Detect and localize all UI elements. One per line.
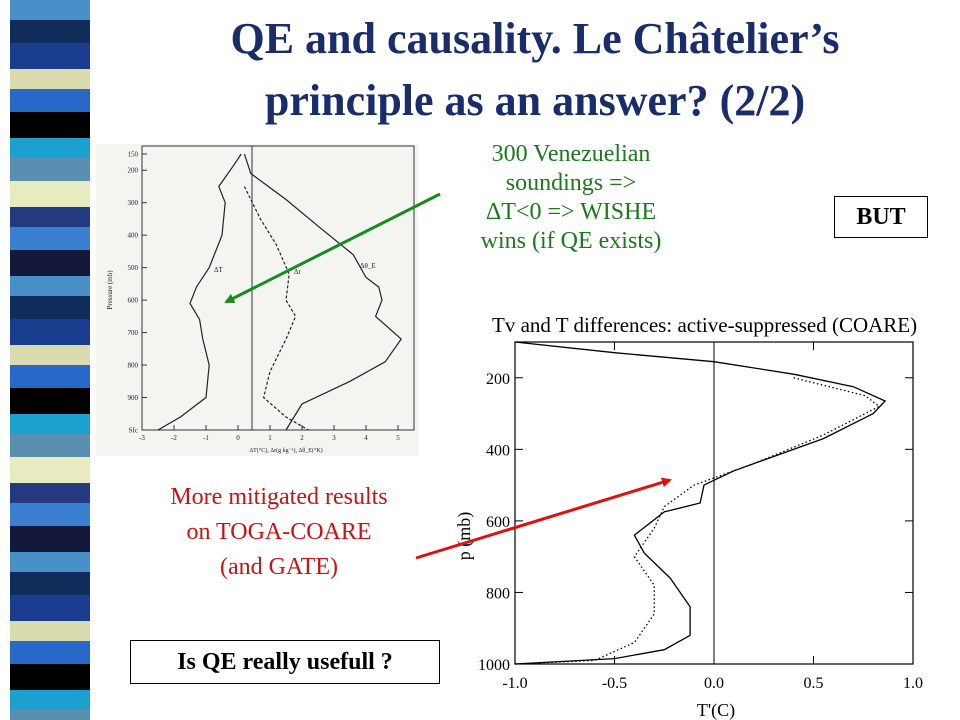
chart1-ytick-label: 300: [128, 199, 139, 207]
series-label-dr: Δr: [294, 268, 302, 276]
chart1-xtick-label: -2: [171, 434, 177, 442]
stripe-block: [10, 690, 90, 710]
stripe-block: [10, 388, 90, 414]
chart1-ytick-label: 900: [128, 394, 139, 402]
stripe-block: [10, 112, 90, 138]
stripe-block: [10, 43, 90, 69]
chart2-title: Tv and T differences: active-suppressed …: [492, 313, 917, 337]
chart1-series-line: [157, 153, 242, 431]
venezuela-note-line: 300 Venezuelian: [491, 141, 651, 167]
venezuela-note-line: ΔT<0 => WISHE: [485, 199, 657, 225]
stripe-block: [10, 641, 90, 664]
chart2-ylabel: p (mb): [454, 512, 475, 561]
coare-chart: Tv and T differences: active-suppressed …: [454, 313, 923, 720]
chart1-ytick-label: 400: [128, 232, 139, 240]
chart2-series-line: [514, 341, 887, 665]
stripe-block: [10, 250, 90, 276]
chart1-ylabel: Pressure (mb): [106, 270, 114, 310]
stripe-block: [10, 181, 90, 207]
chart1-xtick-label: -3: [139, 434, 145, 442]
chart2-ytick-label: 800: [486, 585, 510, 602]
decorative-stripe: [10, 0, 108, 720]
stripe-block: [10, 207, 90, 227]
chart2-xtick-label: 0.0: [704, 675, 724, 692]
stripe-block: [10, 20, 90, 43]
stripe-block: [10, 296, 90, 319]
stripe-block: [10, 69, 90, 89]
chart1-ytick-label: 500: [128, 264, 139, 272]
chart1-ytick-label: 200: [128, 167, 139, 175]
chart1-ytick-label: 800: [128, 362, 139, 370]
coare-note-line: More mitigated results: [170, 484, 388, 510]
stripe-block: [10, 345, 90, 365]
chart1-xtick-label: 5: [396, 434, 400, 442]
stripe-block: [10, 414, 90, 434]
chart1-xtick-label: 4: [364, 434, 368, 442]
series-label-dthetaE: Δθ_E: [360, 262, 376, 270]
chart2-ytick-label: 600: [486, 514, 510, 531]
venezuela-soundings-chart: 150 200 300 400 500 600 700 800 900 Sfc -3 -2 -1 0 1 2…: [96, 144, 418, 456]
stripe-block: [10, 664, 90, 690]
title-line-2: principle as an answer? (2/2): [264, 76, 806, 125]
stripe-block: [10, 710, 90, 720]
chart2-ytick-label: 200: [486, 371, 510, 388]
chart2-xtick-label: -1.0: [502, 675, 527, 692]
chart1-xtick-label: -1: [203, 434, 209, 442]
chart1-xtick-label: 0: [236, 434, 240, 442]
chart2-ytick-label: 1000: [478, 657, 510, 674]
stripe-block: [10, 483, 90, 503]
chart1-ytick-label: Sfc: [129, 427, 138, 435]
stripe-block: [10, 434, 90, 457]
chart2-xtick-label: 1.0: [903, 675, 923, 692]
chart2-xlabel: T'(C): [697, 700, 735, 720]
chart2-xtick-label: -0.5: [602, 675, 627, 692]
coare-note-line: (and GATE): [220, 554, 338, 580]
stripe-block: [10, 572, 90, 595]
chart1-ytick-label: 700: [128, 329, 139, 337]
title-line-1: QE and causality. Le Châtelier’s: [230, 14, 840, 63]
chart2-ytick-label: 400: [486, 442, 510, 459]
stripe-block: [10, 526, 90, 552]
chart1-xlabel: ΔT(°C), Δr(g kg⁻¹), Δθ_E(°K): [249, 447, 322, 454]
stripe-block: [10, 158, 90, 181]
stripe-block: [10, 89, 90, 112]
slide-title: QE and causality. Le Châtelier’s princip…: [110, 8, 960, 132]
series-label-dT: ΔT: [214, 266, 224, 274]
chart2-xtick-label: 0.5: [804, 675, 824, 692]
stripe-block: [10, 319, 90, 345]
stripe-block: [10, 365, 90, 388]
stripe-block: [10, 621, 90, 641]
coare-note-line: on TOGA-COARE: [186, 519, 372, 545]
question-box: Is QE really usefull ?: [130, 640, 440, 684]
venezuela-note: 300 Venezuelian soundings => ΔT<0 => WIS…: [428, 140, 714, 256]
but-label-box: BUT: [834, 196, 928, 238]
but-label: BUT: [856, 203, 906, 230]
chart1-ytick-label: 150: [128, 151, 139, 159]
venezuela-note-line: wins (if QE exists): [480, 228, 662, 254]
stripe-block: [10, 503, 90, 526]
stripe-block: [10, 457, 90, 483]
stripe-block: [10, 276, 90, 296]
chart1-xtick-label: 2: [300, 434, 304, 442]
stripe-block: [10, 227, 90, 250]
venezuela-note-line: soundings =>: [505, 170, 637, 196]
chart1-ytick-label: 600: [128, 297, 139, 305]
stripe-block: [10, 0, 90, 20]
chart1-xtick-label: 3: [332, 434, 336, 442]
chart1-xtick-label: 1: [268, 434, 272, 442]
stripe-block: [10, 595, 90, 621]
coare-note: More mitigated results on TOGA-COARE (an…: [120, 480, 438, 585]
chart2-series-line: [514, 377, 881, 665]
question-label: Is QE really usefull ?: [177, 648, 393, 675]
stripe-block: [10, 138, 90, 158]
stripe-block: [10, 552, 90, 572]
